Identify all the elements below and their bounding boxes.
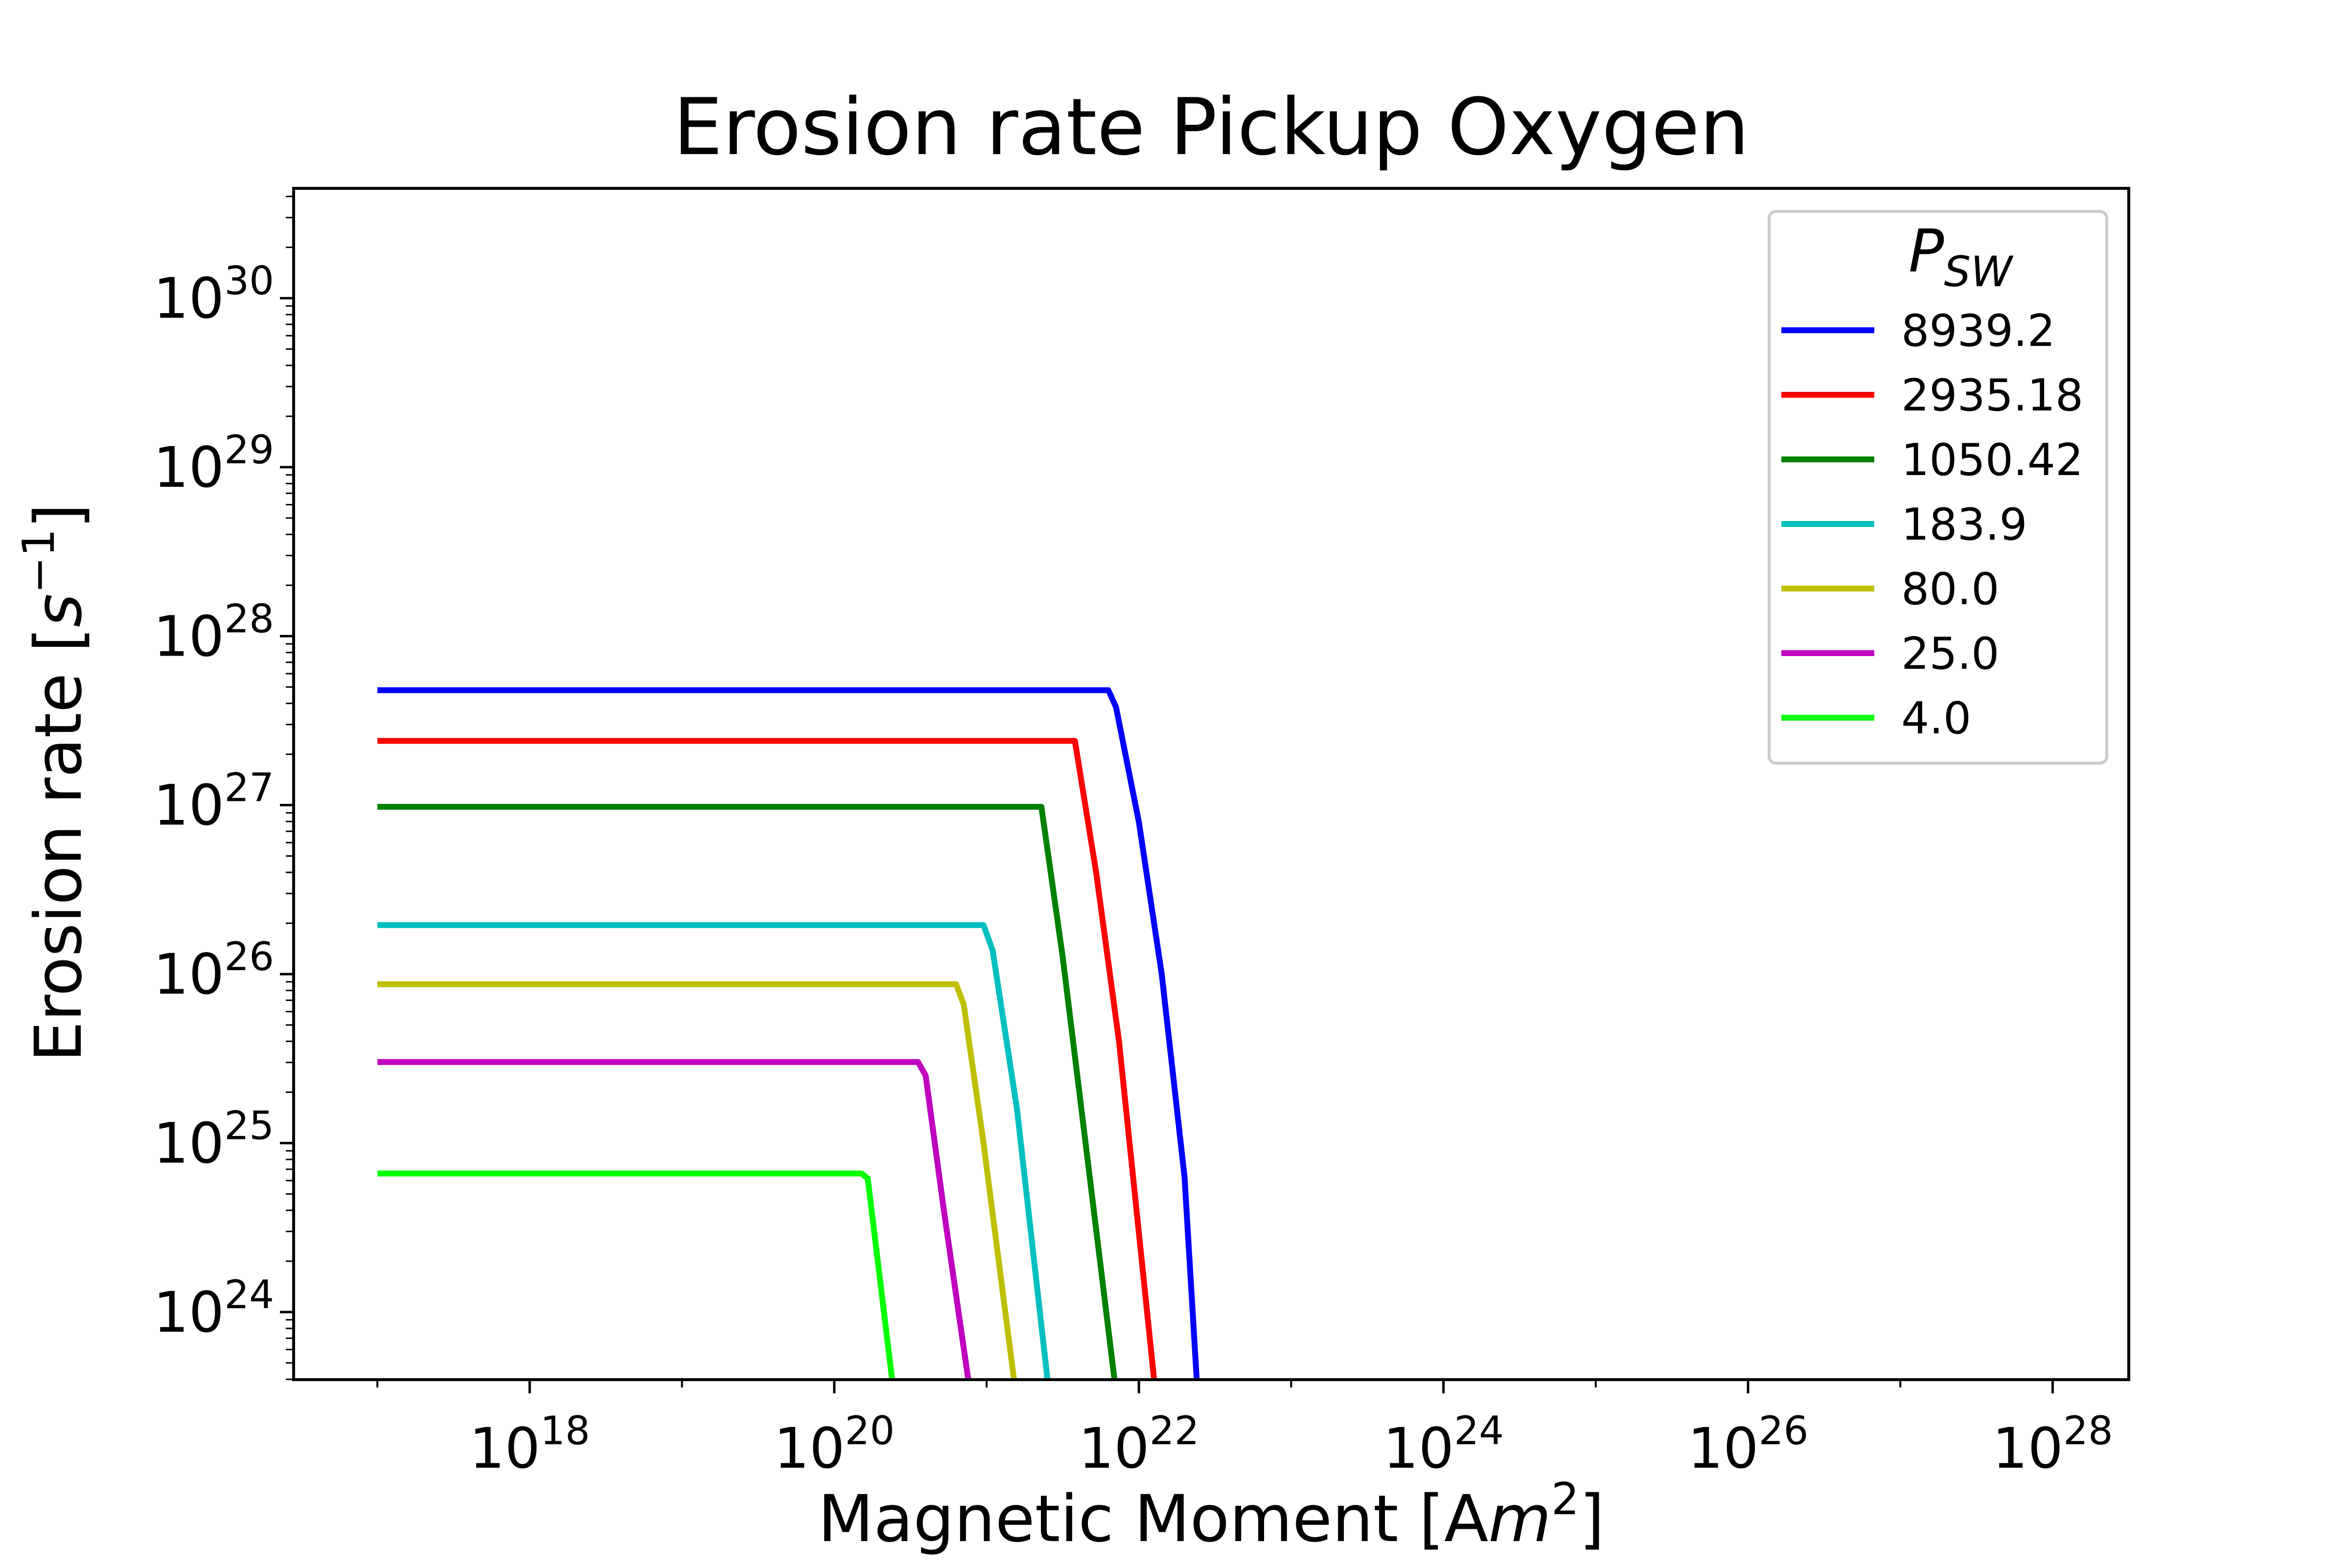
series-line-4 (377, 981, 1017, 1380)
x-axis-label: Magnetic Moment [Am2] (818, 1474, 1604, 1557)
legend-label-3: 183.9 (1901, 499, 2027, 550)
series-line-5 (377, 1059, 971, 1380)
legend-box (1768, 210, 2108, 765)
y-tick-label: 1024 (153, 1272, 274, 1345)
plot-frame (292, 187, 2130, 1381)
series-line-2 (377, 804, 1118, 1380)
series-line-1 (377, 738, 1157, 1380)
legend-label-6: 4.0 (1901, 693, 1971, 744)
series-layer (377, 687, 1200, 1380)
legend-label-5: 25.0 (1901, 628, 1999, 680)
series-line-3 (377, 922, 1051, 1380)
legend-label-1: 2935.18 (1901, 370, 2083, 421)
tick-labels-layer: 1018 1020 1022 1024 1026 1028 1024 1025 1026 1027… (153, 258, 2113, 1481)
legend-label-2: 1050.42 (1901, 434, 2083, 486)
legend-label-0: 8939.2 (1901, 305, 2055, 357)
y-axis-label: Erosion rate [s−1] (13, 503, 96, 1062)
legend: PSW 8939.2 2935.18 1050.42 183.9 80.0 25.0 4.0 (1768, 210, 2108, 765)
x-tick-label: 1022 (1079, 1408, 1199, 1481)
x-tick-label: 1026 (1688, 1408, 1809, 1481)
y-tick-label: 1028 (153, 596, 274, 669)
y-tick-label: 1026 (153, 934, 274, 1007)
legend-label-4: 80.0 (1901, 564, 1999, 615)
series-line-0 (377, 687, 1200, 1380)
ticks-layer (280, 196, 2054, 1393)
y-tick-label: 1029 (153, 427, 274, 500)
x-tick-label: 1024 (1383, 1408, 1504, 1481)
chart-title: Erosion rate Pickup Oxygen (673, 81, 1750, 173)
y-tick-label: 1027 (153, 765, 274, 838)
x-tick-label: 1028 (1992, 1408, 2113, 1481)
x-tick-label: 1020 (774, 1408, 895, 1481)
legend-title: PSW (1909, 218, 2014, 296)
y-tick-label: 1025 (153, 1103, 274, 1176)
x-tick-label: 1018 (469, 1408, 590, 1481)
y-tick-label: 1030 (153, 258, 274, 331)
legend-entries: 8939.2 2935.18 1050.42 183.9 80.0 25.0 4.0 (1781, 305, 2083, 744)
series-line-6 (377, 1170, 895, 1380)
